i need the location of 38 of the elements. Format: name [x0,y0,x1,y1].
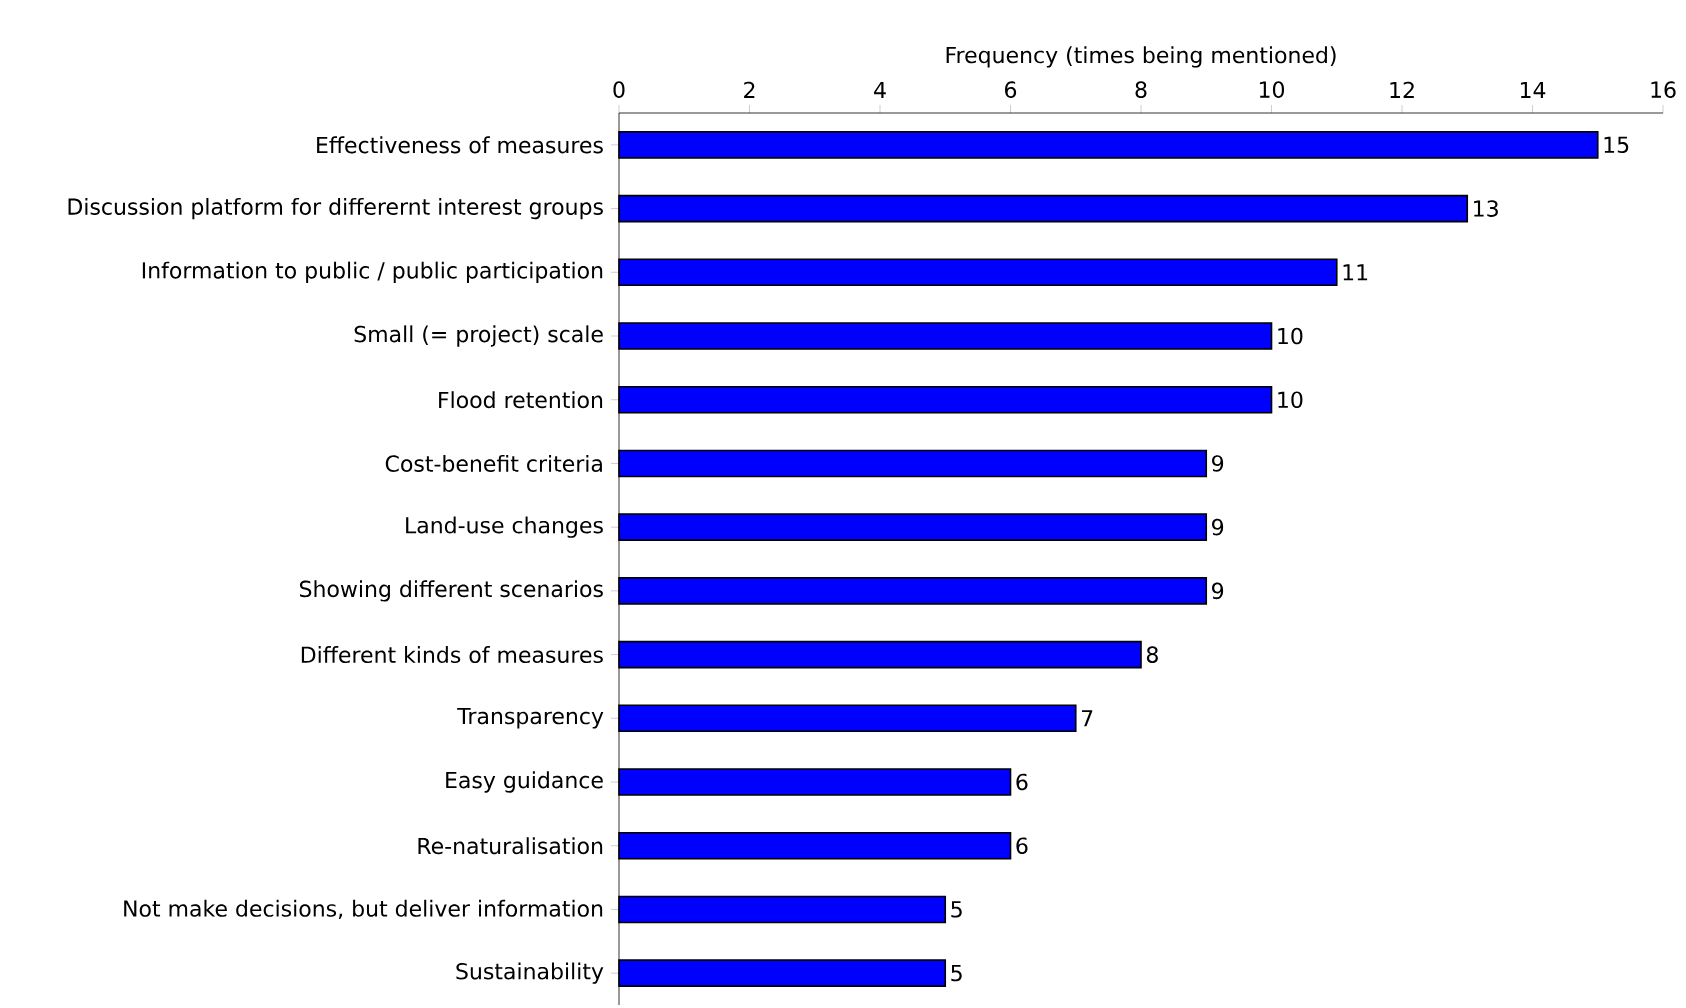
y-tick-label: Cost-benefit criteria [385,454,602,472]
y-tick-label: Not make decisions, but deliver information [124,899,603,920]
data-label: 9 [1212,455,1224,472]
data-label: 6 [1016,837,1028,855]
data-label: 6 [1016,773,1028,791]
x-tick-label: 0 [613,81,625,98]
x-axis-title: Frequency (times being mentioned) [946,46,1336,68]
data-label: 9 [1212,518,1224,536]
y-tick-label: Transparency [457,708,604,729]
y-tick-label: Effectiveness of measures [317,136,603,154]
x-tick-label: 10 [1259,81,1285,98]
x-tick-label: 4 [874,81,886,98]
data-label: 8 [1146,646,1158,663]
data-label: 10 [1278,327,1303,345]
y-tick-label: Showing different scenarios [299,580,603,602]
data-label: 11 [1343,264,1368,281]
data-label: 9 [1212,582,1224,600]
data-label: 5 [951,901,962,918]
y-tick-label: Different kinds of measures [301,646,603,664]
y-tick-label: Sustainability [456,962,604,984]
y-tick-label: Small (= project) scale [354,325,603,347]
x-tick-label: 2 [744,81,755,98]
x-tick-label: 14 [1520,81,1546,98]
y-tick-label: Re-naturalisation [418,837,603,855]
data-label: 10 [1278,391,1303,409]
data-label: 5 [951,964,962,982]
y-tick-label: Land-use changes [406,516,603,538]
data-label: 15 [1604,136,1629,154]
y-tick-label: Easy guidance [446,771,603,793]
x-tick-label: 6 [1005,81,1017,98]
x-tick-label: 16 [1651,81,1676,98]
y-tick-label: Information to public / public participation [142,261,603,283]
y-tick-label: Discussion platform for differernt interest groups [68,197,603,220]
data-label: 7 [1081,710,1093,727]
x-tick-label: 8 [1135,81,1147,98]
data-label: 13 [1474,200,1498,217]
y-tick-label: Flood retention [439,391,603,409]
x-tick-label: 12 [1390,81,1414,98]
